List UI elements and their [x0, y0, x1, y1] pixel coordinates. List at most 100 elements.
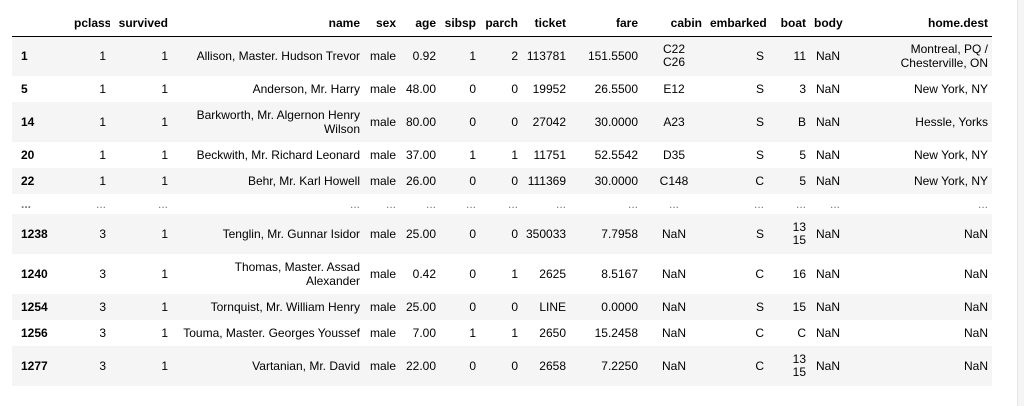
cell-survived: 1: [161, 326, 168, 340]
cell-survived: 1: [161, 300, 168, 314]
table-header: pclass survived name sex age sibsp parch…: [12, 10, 992, 37]
scrollbar-track[interactable]: [1017, 0, 1024, 406]
cell-pclass: ...: [95, 197, 106, 211]
cell-fare: 8.5167: [601, 267, 638, 281]
cell-home-dest: NaN: [963, 300, 988, 314]
cell-embarked: S: [755, 115, 764, 129]
cell-body: NaN: [815, 267, 840, 281]
col-header-body: body: [810, 10, 844, 37]
cell-parch: 2: [511, 49, 518, 64]
cell-parch: 0: [511, 227, 518, 241]
table-row: 1238 3 1 Tenglin, Mr. Gunnar Isidor male…: [12, 214, 992, 254]
cell-name: ...: [349, 197, 360, 211]
col-header-sex: sex: [364, 10, 400, 37]
cell-boat: 15: [792, 300, 806, 314]
cell-home-dest: New York, NY: [913, 82, 988, 96]
table-row: 22 1 1 Behr, Mr. Karl Howell male 26.00 …: [12, 168, 992, 194]
cell-home-dest: Hessle, Yorks: [915, 115, 988, 129]
table-body: 1 1 1 Allison, Master. Hudson Trevor mal…: [12, 36, 992, 386]
cell-cabin: E12: [663, 82, 685, 96]
cell-parch: ...: [507, 197, 518, 211]
cell-fare: 15.2458: [594, 326, 638, 340]
cell-sex: male: [369, 300, 396, 314]
cell-pclass: 3: [99, 359, 106, 373]
boat-line: 15: [792, 365, 806, 379]
cell-fare: 0.0000: [601, 300, 638, 314]
cell-sex: male: [369, 49, 396, 64]
cell-boat: 13 15: [768, 214, 810, 254]
cell-pclass: 1: [99, 174, 106, 188]
cell-name: Touma, Master. Georges Youssef: [183, 326, 360, 340]
cell-boat: 16: [792, 267, 806, 281]
cell-pclass: 1: [99, 148, 106, 162]
col-header-ticket: ticket: [522, 10, 570, 37]
cell-sex: ...: [385, 197, 396, 211]
cell-sibsp: ...: [465, 197, 476, 211]
cell-age: 22.00: [405, 359, 436, 373]
cell-fare: 30.0000: [594, 174, 638, 188]
cell-embarked: C: [755, 267, 764, 281]
cell-sibsp: 0: [469, 300, 476, 314]
cell-fare: 7.2250: [601, 359, 638, 373]
cell-sex: male: [369, 115, 396, 129]
cell-name: Barkworth, Mr. Algernon Henry Wilson: [196, 108, 360, 136]
cell-parch: 0: [511, 359, 518, 373]
table-row: 5 1 1 Anderson, Mr. Harry male 48.00 0 0…: [12, 76, 992, 102]
cell-boat: B: [797, 115, 806, 129]
col-header-boat: boat: [768, 10, 810, 37]
cell-boat: 11: [793, 49, 806, 64]
cell-sibsp: 0: [469, 174, 476, 188]
col-header-sibsp: sibsp: [440, 10, 480, 37]
cell-sibsp: 1: [469, 49, 476, 64]
cell-home-dest: NaN: [963, 227, 988, 241]
boat-line: 15: [792, 233, 806, 247]
cell-name: Thomas, Master. Assad Alexander: [234, 260, 360, 288]
ellipsis-row: ... ... ... ... ... ... ... ... ... ... …: [12, 194, 992, 214]
row-index: ...: [21, 197, 32, 211]
cell-age: 25.00: [405, 300, 436, 314]
row-index: 5: [21, 82, 28, 96]
row-index: 22: [21, 174, 35, 188]
col-header-cabin: cabin: [642, 10, 706, 37]
col-header-home-dest: home.dest: [844, 10, 992, 37]
cell-survived: 1: [161, 82, 168, 96]
cell-sex: male: [369, 174, 396, 188]
cell-embarked: C: [755, 326, 764, 340]
cell-body: NaN: [815, 115, 840, 129]
cell-boat: ...: [795, 197, 806, 211]
row-index: 1: [21, 49, 28, 64]
cell-ticket: 19952: [532, 82, 566, 96]
cell-survived: ...: [157, 197, 168, 211]
cell-name: Behr, Mr. Karl Howell: [247, 174, 360, 188]
col-header-parch: parch: [480, 10, 522, 37]
col-header-age: age: [400, 10, 440, 37]
cell-embarked: ...: [753, 197, 764, 211]
cell-parch: 1: [511, 148, 518, 162]
cell-name: Vartanian, Mr. David: [252, 359, 360, 373]
cell-cabin: D35: [662, 148, 685, 162]
cell-cabin: A23: [663, 115, 685, 129]
table-row: 1 1 1 Allison, Master. Hudson Trevor mal…: [12, 36, 992, 76]
cell-body: NaN: [815, 227, 840, 241]
row-index: 1240: [21, 267, 48, 281]
cell-sibsp: 0: [469, 115, 476, 129]
cell-cabin: NaN: [661, 267, 686, 281]
cell-home-dest: New York, NY: [913, 148, 988, 162]
cell-name: Tornquist, Mr. William Henry: [210, 300, 360, 314]
cell-boat: 5: [799, 174, 806, 188]
cell-ticket: ...: [555, 197, 566, 211]
cell-boat: 5: [799, 148, 806, 162]
cell-survived: 1: [161, 148, 168, 162]
cell-home-dest: New York, NY: [913, 174, 988, 188]
col-header-embarked: embarked: [706, 10, 768, 37]
cell-age: ...: [425, 197, 436, 211]
cell-pclass: 1: [99, 49, 106, 64]
col-header-fare: fare: [570, 10, 642, 37]
table-row: 20 1 1 Beckwith, Mr. Richard Leonard mal…: [12, 142, 992, 168]
cell-name: Tenglin, Mr. Gunnar Isidor: [222, 227, 360, 241]
cell-pclass: 3: [99, 267, 106, 281]
header-row: pclass survived name sex age sibsp parch…: [12, 10, 992, 37]
cell-ticket: 350033: [526, 227, 567, 241]
table-row: 1277 3 1 Vartanian, Mr. David male 22.00…: [12, 346, 992, 386]
